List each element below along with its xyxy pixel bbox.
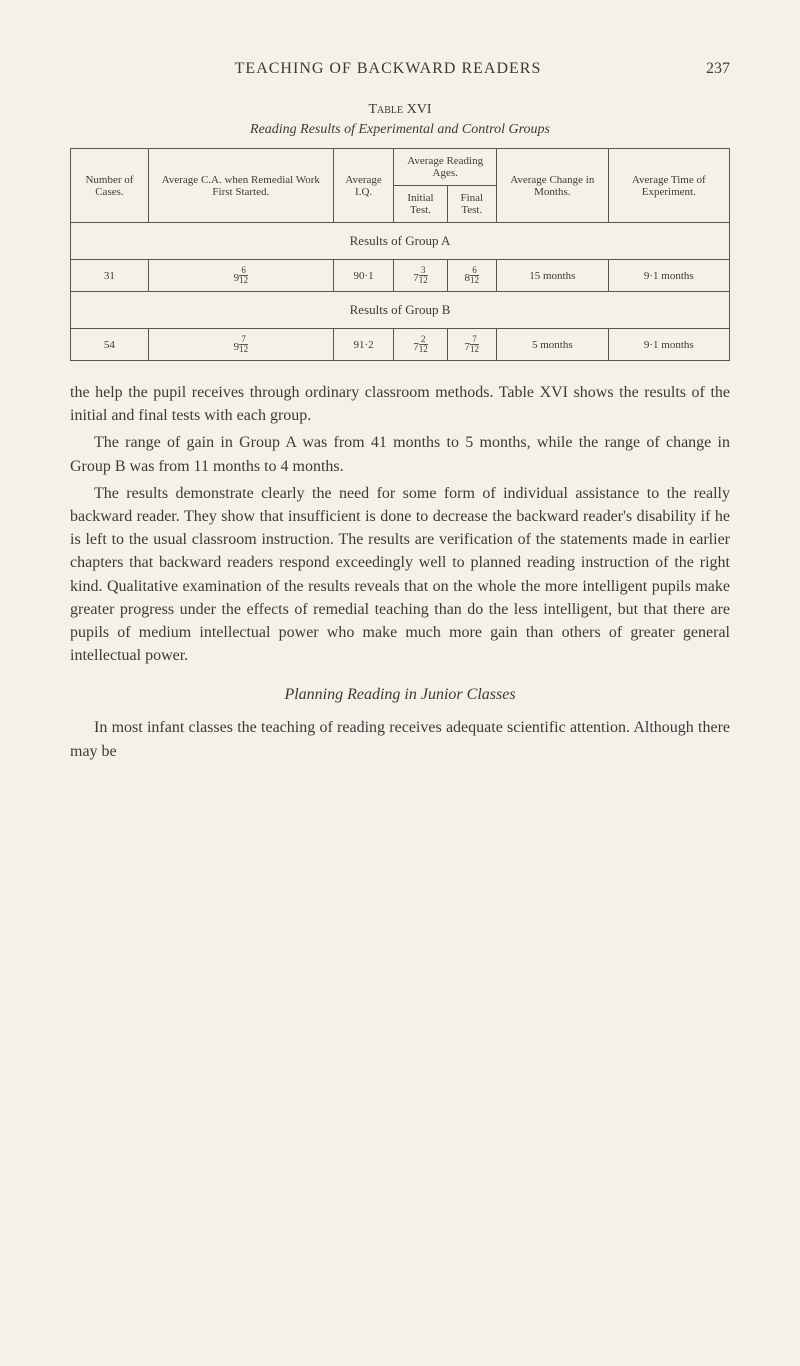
- th-change: Average Change in Months.: [497, 149, 609, 223]
- cell-ca: 9612: [148, 260, 333, 292]
- th-iq: Average I.Q.: [333, 149, 394, 223]
- cell-ca: 9712: [148, 329, 333, 361]
- th-initial: Initial Test.: [394, 186, 447, 223]
- cell-change: 15 months: [497, 260, 609, 292]
- th-cases: Number of Cases.: [71, 149, 149, 223]
- cell-cases: 31: [71, 260, 149, 292]
- table-header-row: Number of Cases. Average C.A. when Remed…: [71, 149, 730, 186]
- table-caption: Reading Results of Experimental and Cont…: [70, 122, 730, 138]
- paragraph: The results demonstrate clearly the need…: [70, 482, 730, 668]
- paragraph: The range of gain in Group A was from 41…: [70, 431, 730, 477]
- section-a-row: Results of Group A: [71, 223, 730, 260]
- cell-initial: 7212: [394, 329, 447, 361]
- fraction: 712: [239, 335, 248, 354]
- section-b-row: Results of Group B: [71, 292, 730, 329]
- fraction: 612: [239, 266, 248, 285]
- fraction: 212: [419, 335, 428, 354]
- cell-cases: 54: [71, 329, 149, 361]
- paragraph: In most infant classes the teaching of r…: [70, 716, 730, 762]
- th-ca: Average C.A. when Remedial Work First St…: [148, 149, 333, 223]
- table-row: 31 9612 90·1 7312 8612 15 months 9·1 mon…: [71, 260, 730, 292]
- table-label: Table XVI: [70, 102, 730, 118]
- fraction: 712: [470, 335, 479, 354]
- subheading: Planning Reading in Junior Classes: [70, 683, 730, 706]
- th-reading-ages: Average Reading Ages.: [394, 149, 497, 186]
- cell-iq: 91·2: [333, 329, 394, 361]
- section-b-label: Results of Group B: [71, 292, 730, 329]
- running-head: TEACHING OF BACKWARD READERS 237: [70, 60, 730, 78]
- paragraph: the help the pupil receives through ordi…: [70, 381, 730, 427]
- cell-time: 9·1 months: [608, 329, 729, 361]
- page-number: 237: [706, 60, 730, 78]
- results-table: Number of Cases. Average C.A. when Remed…: [70, 148, 730, 361]
- running-title: TEACHING OF BACKWARD READERS: [235, 60, 542, 77]
- cell-final: 7712: [447, 329, 497, 361]
- th-time: Average Time of Experiment.: [608, 149, 729, 223]
- fraction: 312: [419, 266, 428, 285]
- section-a-label: Results of Group A: [71, 223, 730, 260]
- body-text: the help the pupil receives through ordi…: [70, 381, 730, 763]
- fraction: 612: [470, 266, 479, 285]
- cell-iq: 90·1: [333, 260, 394, 292]
- cell-final: 8612: [447, 260, 497, 292]
- cell-time: 9·1 months: [608, 260, 729, 292]
- cell-initial: 7312: [394, 260, 447, 292]
- cell-change: 5 months: [497, 329, 609, 361]
- table-row: 54 9712 91·2 7212 7712 5 months 9·1 mont…: [71, 329, 730, 361]
- th-final: Final Test.: [447, 186, 497, 223]
